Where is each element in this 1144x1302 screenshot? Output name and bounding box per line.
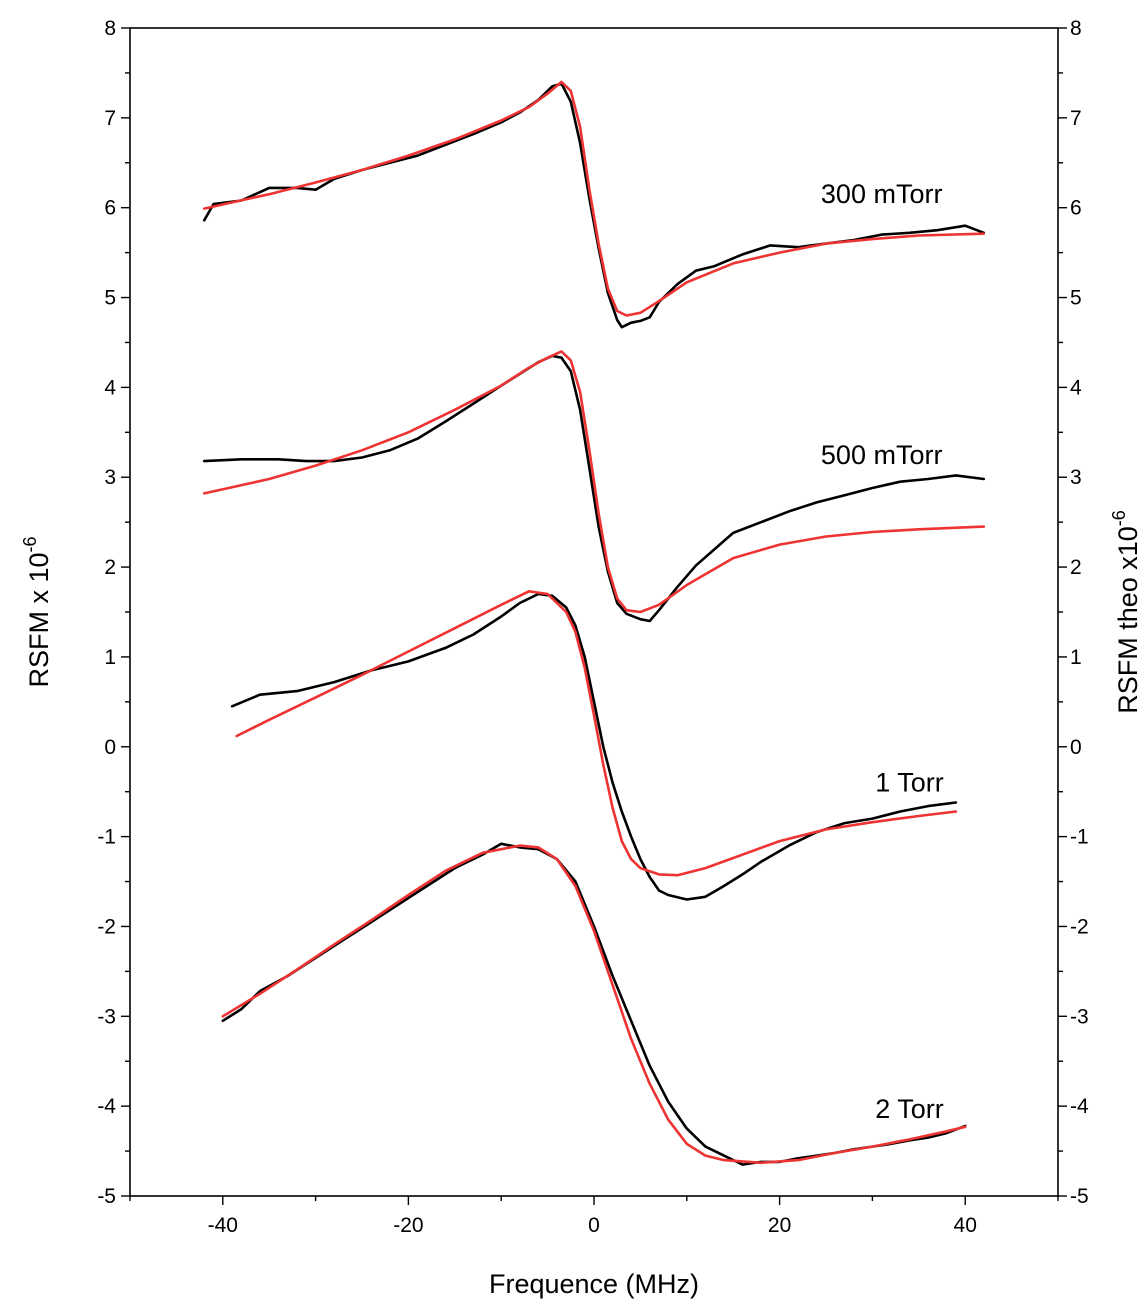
y-axis-title-left-exponent: -6 (20, 536, 40, 552)
y-tick-label-left: 3 (104, 466, 116, 489)
y-tick-label-right: -5 (1070, 1185, 1089, 1208)
series-labels: 300 mTorr 500 mTorr 1 Torr 2 Torr (821, 179, 944, 1124)
x-axis-title: Frequence (MHz) (489, 1269, 699, 1299)
y-tick-label-left: -2 (97, 915, 116, 938)
y-tick-label-right: 8 (1070, 17, 1082, 40)
y-tick-label-left: 1 (104, 646, 116, 669)
measured-line-2-torr (221, 842, 967, 1166)
axis-ticks: -40 -20 0 20 40 -5 -5 -4 -4 -3 -3 -2 -2 -1 -1 0 0 1 1 2 2 3 3 4… (97, 17, 1089, 1237)
measured-line-500-mtorr (202, 354, 986, 623)
y-tick-label-right: -2 (1070, 915, 1089, 938)
x-tick-label: -40 (208, 1214, 238, 1237)
y-axis-title-right: RSFM theo x10-6 (1109, 510, 1143, 714)
y-tick-label-left: -3 (97, 1005, 116, 1028)
y-tick-label-right: -3 (1070, 1005, 1089, 1028)
x-tick-label: -20 (393, 1214, 423, 1237)
y-tick-label-left: 0 (104, 736, 116, 759)
y-tick-label-left: 2 (104, 556, 116, 579)
y-tick-label-left: 5 (104, 287, 116, 310)
y-tick-label-right: 5 (1070, 287, 1082, 310)
theory-line-2-torr (221, 844, 967, 1165)
theory-line-500-mtorr (202, 350, 986, 614)
y-axis-title-left-base: RSFM x 10 (24, 552, 54, 687)
y-tick-label-right: 2 (1070, 556, 1082, 579)
y-tick-label-right: -1 (1070, 826, 1089, 849)
y-tick-label-right: -4 (1070, 1095, 1089, 1118)
y-tick-label-left: 6 (104, 197, 116, 220)
series-label-500-mtorr: 500 mTorr (821, 440, 943, 470)
y-tick-label-left: -1 (97, 826, 116, 849)
theory-line-1-torr (235, 590, 958, 877)
series-label-2-torr: 2 Torr (875, 1094, 944, 1124)
y-tick-label-left: 4 (104, 376, 116, 399)
y-tick-label-right: 0 (1070, 736, 1082, 759)
series-label-1-torr: 1 Torr (875, 768, 944, 798)
y-tick-label-right: 4 (1070, 376, 1082, 399)
y-axis-title-right-base: RSFM theo x10 (1113, 526, 1143, 714)
y-tick-label-right: 7 (1070, 107, 1082, 130)
y-axis-title-right-exponent: -6 (1109, 510, 1129, 526)
y-tick-label-right: 3 (1070, 466, 1082, 489)
y-tick-label-left: 8 (104, 17, 116, 40)
y-axis-title-left: RSFM x 10-6 (20, 536, 54, 687)
y-tick-label-right: 1 (1070, 646, 1082, 669)
series-group (202, 80, 986, 1166)
y-tick-label-left: 7 (104, 107, 116, 130)
x-tick-label: 20 (768, 1214, 791, 1237)
y-tick-label-left: -4 (97, 1095, 116, 1118)
theory-line-300-mtorr (202, 80, 986, 317)
series-label-300-mtorr: 300 mTorr (821, 179, 943, 209)
x-tick-label: 0 (588, 1214, 600, 1237)
measured-line-1-torr (230, 592, 958, 901)
y-tick-label-left: -5 (97, 1185, 116, 1208)
y-tick-label-right: 6 (1070, 197, 1082, 220)
x-tick-label: 40 (954, 1214, 977, 1237)
